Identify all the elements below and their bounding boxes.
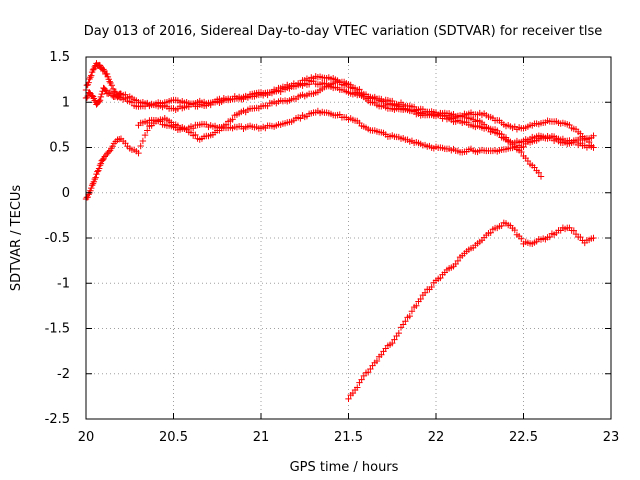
data-point xyxy=(590,234,597,242)
data-point xyxy=(535,169,543,176)
data-point xyxy=(417,295,424,303)
data-point xyxy=(189,125,197,132)
data-point xyxy=(358,376,365,383)
data-point xyxy=(408,308,416,315)
data-point xyxy=(106,78,113,85)
data-point xyxy=(97,160,105,167)
x-axis-label: GPS time / hours xyxy=(290,460,399,475)
data-point xyxy=(373,357,381,365)
series-arc-3 xyxy=(82,78,597,203)
data-point xyxy=(391,336,398,343)
data-point xyxy=(108,82,116,89)
y-tick-label: 1 xyxy=(62,95,70,110)
axes: 20 20.5 21 21.5 22 22.5 23 1.5 1 0.5 0 -0.5 -1 -1.5 -2… xyxy=(45,50,620,445)
y-tick-label: 0 xyxy=(62,186,70,201)
data-point xyxy=(487,229,494,236)
data-point xyxy=(91,175,98,183)
data-point xyxy=(137,142,144,150)
data-point xyxy=(192,131,199,139)
data-point xyxy=(92,174,99,181)
data-point xyxy=(141,131,149,139)
data-point xyxy=(389,339,396,347)
x-tick-label: 23 xyxy=(603,430,620,445)
y-tick-label: -2.5 xyxy=(45,412,70,427)
data-point xyxy=(95,165,103,172)
data-point xyxy=(546,233,553,241)
data-point xyxy=(101,153,109,160)
data-point xyxy=(144,127,151,134)
y-tick-label: 0.5 xyxy=(49,141,70,156)
x-tick-label: 22.5 xyxy=(509,430,538,445)
data-point xyxy=(95,98,103,105)
data-point xyxy=(135,149,142,157)
data-point xyxy=(88,72,95,79)
data-point xyxy=(378,351,385,358)
data-point xyxy=(437,274,444,282)
data-point xyxy=(367,365,374,373)
data-point xyxy=(97,93,105,101)
data-point xyxy=(590,144,597,151)
chart-title: Day 013 of 2016, Sidereal Day-to-day VTE… xyxy=(84,24,603,39)
data-point xyxy=(511,226,518,234)
data-point xyxy=(402,318,409,325)
data-point xyxy=(103,70,111,78)
series-arc-4 xyxy=(135,107,597,156)
data-point xyxy=(345,395,352,403)
x-tick-label: 20 xyxy=(78,430,95,445)
data-point xyxy=(111,88,118,95)
data-point xyxy=(354,384,361,391)
data-point xyxy=(590,132,597,139)
y-tick-label: 1.5 xyxy=(49,50,70,65)
data-point xyxy=(364,369,372,376)
y-tick-label: -1 xyxy=(57,276,70,291)
series-arc-5 xyxy=(345,219,597,403)
data-point xyxy=(88,182,96,189)
data-point xyxy=(502,134,510,141)
data-point xyxy=(83,94,91,101)
data-point xyxy=(518,235,525,242)
data-point xyxy=(109,143,116,150)
x-tick-label: 20.5 xyxy=(159,430,188,445)
data-point xyxy=(428,283,435,291)
series-arc-2 xyxy=(82,77,545,180)
data-point xyxy=(531,164,538,171)
data-point xyxy=(105,148,112,156)
x-tick-label: 21 xyxy=(253,430,270,445)
data-point xyxy=(98,90,105,98)
data-point xyxy=(100,66,107,73)
data-points xyxy=(82,60,597,403)
y-tick-label: -0.5 xyxy=(45,231,70,246)
data-point xyxy=(454,257,462,265)
data-point xyxy=(102,86,109,94)
y-axis-label: SDTVAR / TECUs xyxy=(9,185,24,292)
data-point xyxy=(406,312,413,320)
data-point xyxy=(88,184,95,192)
data-point xyxy=(413,302,420,309)
data-point xyxy=(96,97,104,104)
data-point xyxy=(395,329,403,337)
data-point xyxy=(577,233,584,241)
x-tick-label: 21.5 xyxy=(334,430,363,445)
data-point xyxy=(537,173,545,180)
data-point xyxy=(421,289,429,296)
data-point xyxy=(356,86,363,93)
grid xyxy=(86,57,611,419)
data-point xyxy=(99,156,106,164)
y-tick-label: -2 xyxy=(57,367,70,382)
y-tick-label: -1.5 xyxy=(45,322,70,337)
data-point xyxy=(570,227,578,234)
data-point xyxy=(229,116,236,123)
plot-frame xyxy=(85,56,612,420)
x-tick-label: 22 xyxy=(428,430,445,445)
data-point xyxy=(139,137,147,145)
